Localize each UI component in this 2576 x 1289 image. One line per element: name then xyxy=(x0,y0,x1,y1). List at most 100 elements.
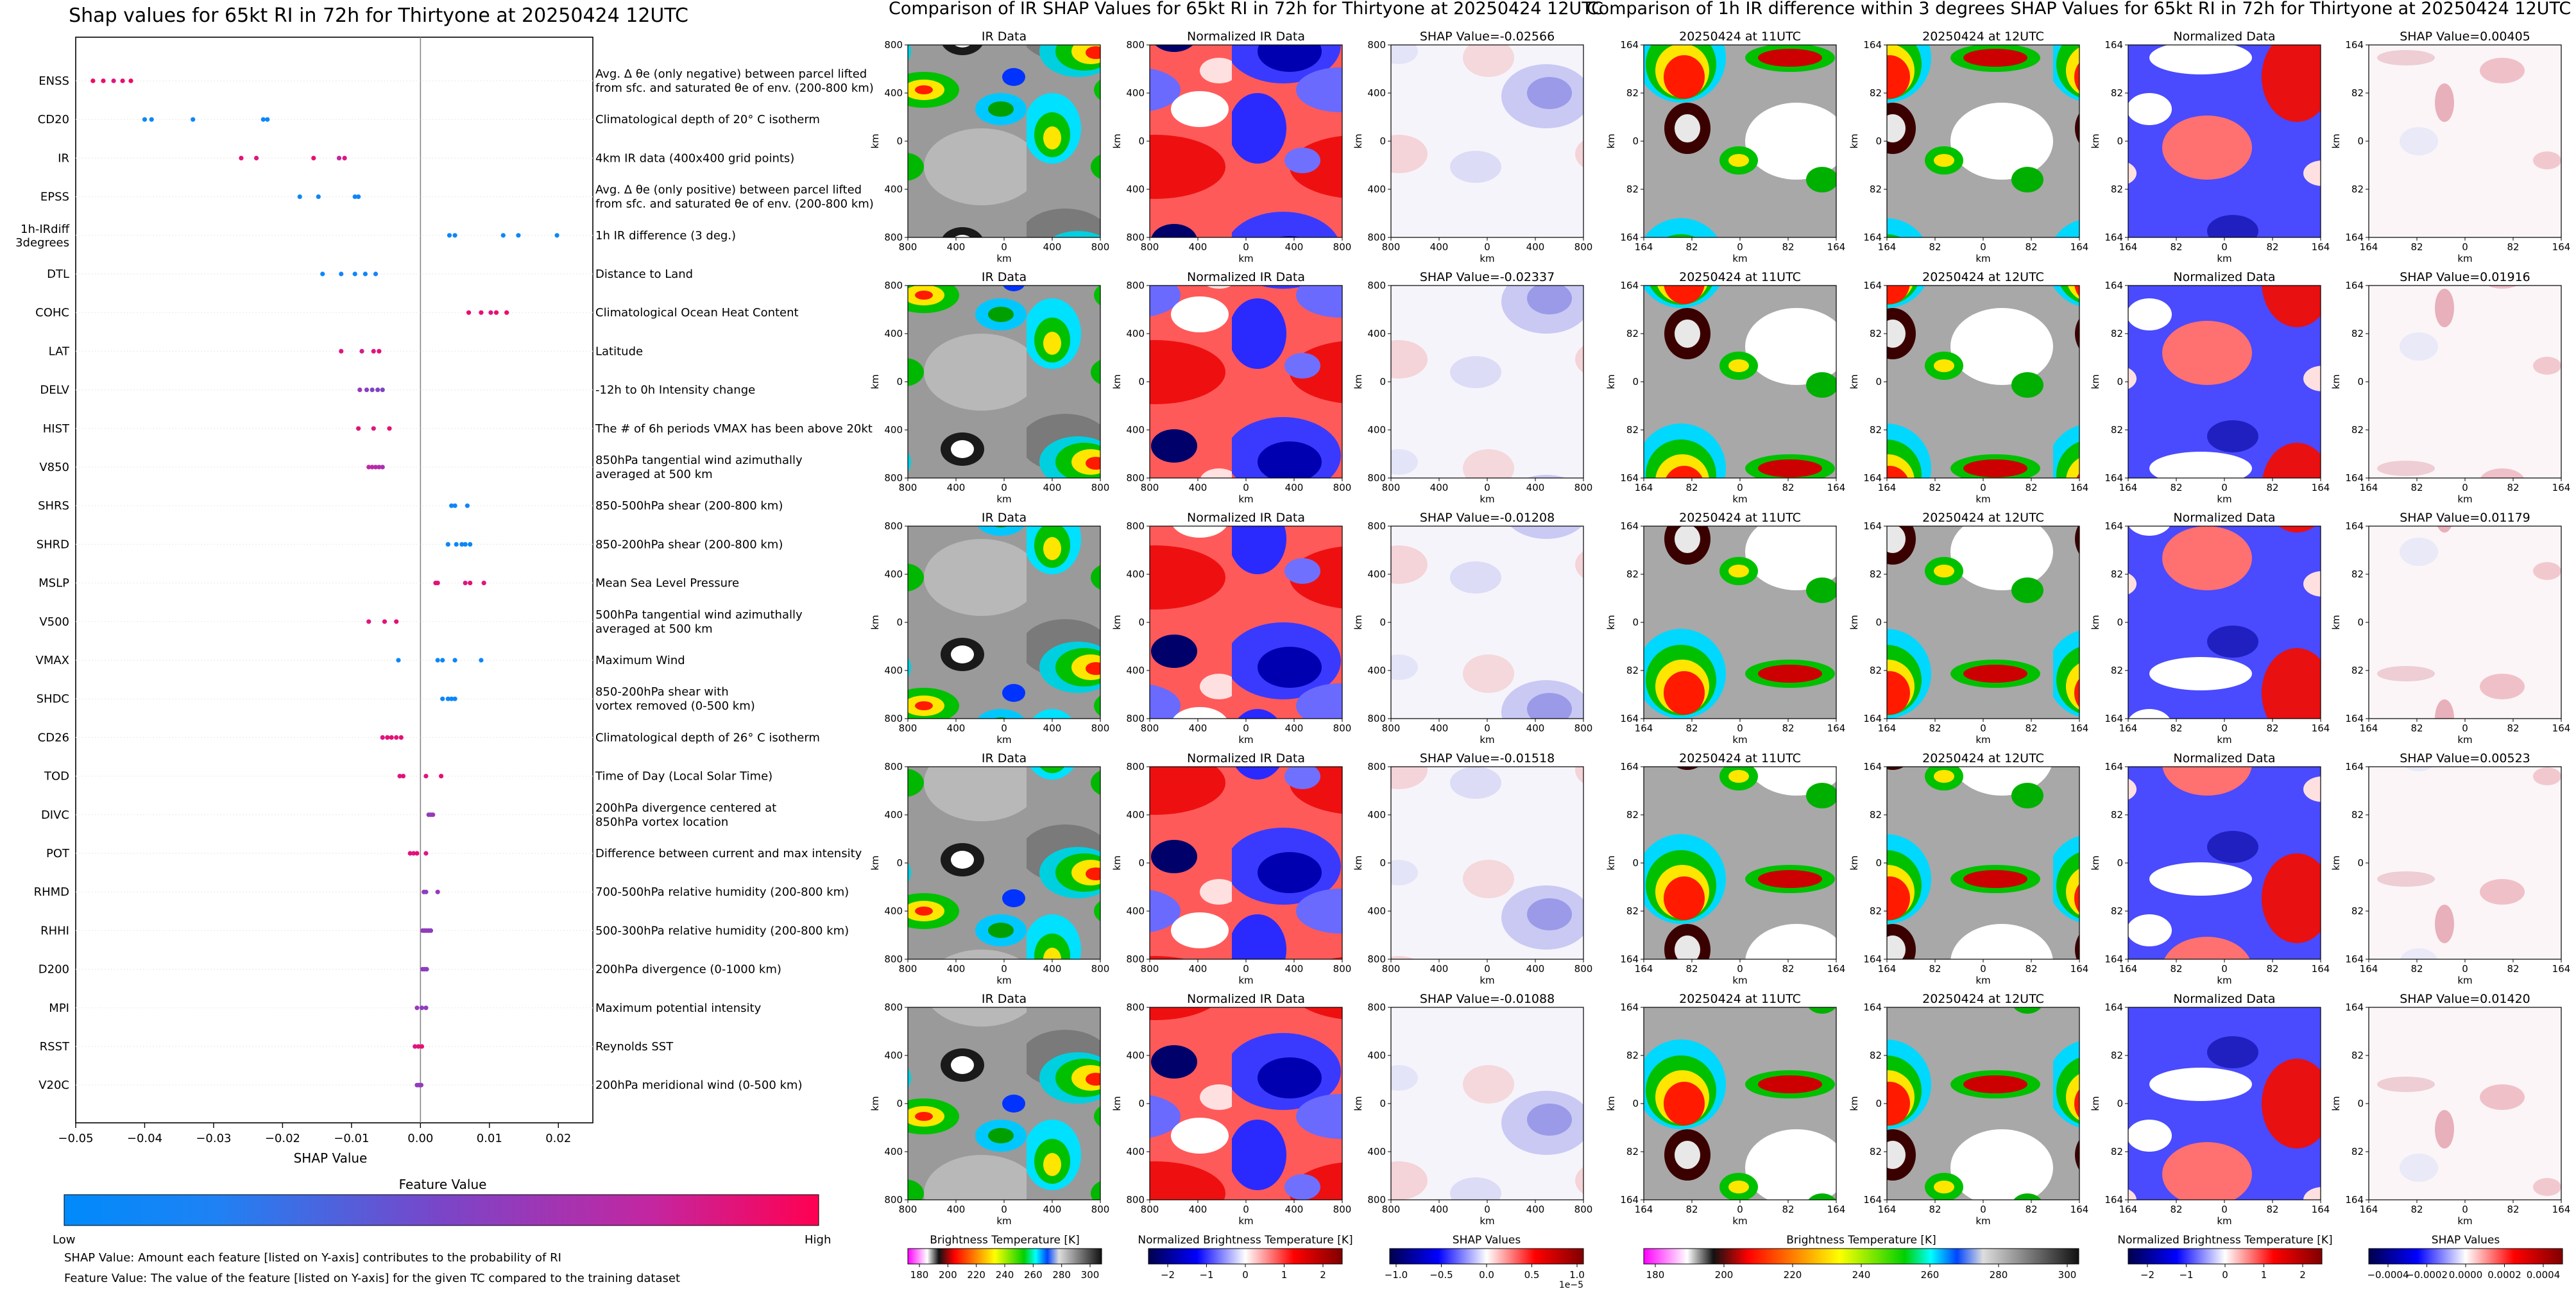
y-tick-label: 0 xyxy=(1138,857,1145,869)
ir-colorbars: Brightness Temperature [K] 180 200 220 240 26… xyxy=(907,1234,1585,1289)
shap-point xyxy=(459,542,465,547)
y-tick-label: 0 xyxy=(1632,857,1639,869)
y-tick-label: 82 xyxy=(2351,905,2364,917)
panel-title: 20250424 at 11UTC xyxy=(1679,30,1801,44)
feature-row: RHHI 500-300hPa relative humidity (200-80… xyxy=(40,924,849,937)
x-tick-label: 164 xyxy=(2119,722,2138,734)
x-tick-label: 0.00 xyxy=(407,1132,433,1145)
x-tick-label: 82 xyxy=(2266,241,2278,253)
y-tick-label: 0 xyxy=(1379,135,1386,147)
x-axis-label: km xyxy=(1238,975,1253,986)
x-axis-label: km xyxy=(2217,493,2231,505)
feature-row: LAT Latitude xyxy=(49,345,643,358)
x-tick-label: 400 xyxy=(1526,482,1545,493)
x-axis-label: km xyxy=(1480,493,1494,505)
x-tick-label: 164 xyxy=(1878,482,1897,493)
y-tick-label: 82 xyxy=(1870,809,1882,821)
feature-label: SHRD xyxy=(37,538,69,551)
x-axis-label: km xyxy=(1732,493,1747,505)
x-tick-label: 82 xyxy=(2170,482,2182,493)
x-tick-label: 164 xyxy=(1635,963,1653,975)
feature-row: VMAX Maximum Wind xyxy=(36,654,685,667)
x-tick-label: 164 xyxy=(2552,241,2571,253)
y-tick-label: 164 xyxy=(1863,761,1882,773)
y-tick-label: 800 xyxy=(1367,1002,1386,1013)
y-tick-label: 82 xyxy=(1626,809,1639,821)
colorbar-swatch xyxy=(2368,1248,2563,1265)
shap-point xyxy=(394,735,399,740)
shap-summary-chart: Shap values for 65kt RI in 72h for Thirt… xyxy=(15,4,874,1285)
y-tick-label: 400 xyxy=(1367,87,1386,99)
ir-difference-panel: SHAP Value=0.019161641648282008282164164… xyxy=(2330,270,2570,505)
panel-image xyxy=(908,1007,1100,1200)
x-axis-label: km xyxy=(2457,734,2472,746)
panel-title: 20250424 at 11UTC xyxy=(1679,751,1801,765)
shap-point xyxy=(357,388,363,393)
x-tick-label: 0 xyxy=(1737,241,1743,253)
shap-point xyxy=(364,388,370,393)
shap-point xyxy=(423,1005,429,1011)
shap-point xyxy=(373,271,379,277)
y-tick-label: 400 xyxy=(1367,568,1386,580)
x-tick-label: 800 xyxy=(1091,963,1110,975)
y-tick-label: 0 xyxy=(2117,1098,2123,1109)
y-tick-label: 400 xyxy=(1367,809,1386,821)
y-tick-label: 164 xyxy=(1620,953,1639,965)
y-tick-label: 0 xyxy=(2357,857,2364,869)
y-tick-label: 800 xyxy=(1126,953,1145,965)
colorbar-offset: 1e−5 xyxy=(1559,1280,1583,1289)
y-axis-label: km xyxy=(2330,374,2342,389)
shap-point xyxy=(370,465,375,470)
y-axis-label: km xyxy=(1605,615,1617,629)
y-tick-label: 164 xyxy=(2104,472,2123,484)
x-tick-label: 800 xyxy=(899,1204,917,1215)
y-tick-label: 82 xyxy=(1626,328,1639,339)
x-tick-label: 400 xyxy=(1043,963,1062,975)
x-tick-label: 164 xyxy=(2552,963,2571,975)
feature-description: Avg. Δ θe (only negative) between parcel… xyxy=(595,67,874,95)
x-tick-label: 0 xyxy=(1243,1204,1249,1215)
feature-label: LAT xyxy=(49,345,70,358)
shap-point xyxy=(445,696,450,701)
panel-image xyxy=(1887,45,2079,237)
x-axis-label: km xyxy=(1480,1215,1494,1227)
colorbar: SHAP Values −0.0004−0.0002 0.0000 0.0002 0.0… xyxy=(2367,1234,2563,1281)
x-axis-label: km xyxy=(1480,734,1494,746)
x-tick-label: 0 xyxy=(2221,722,2228,734)
x-tick-label: 800 xyxy=(1091,1204,1110,1215)
y-axis-label: km xyxy=(2090,374,2101,389)
feature-label: SHRS xyxy=(38,499,69,513)
shap-point xyxy=(419,1005,425,1011)
feature-description: 1h IR difference (3 deg.) xyxy=(595,229,736,243)
y-tick-label: 800 xyxy=(884,232,903,243)
y-tick-label: 800 xyxy=(1126,1002,1145,1013)
x-tick-label: 82 xyxy=(1929,241,1941,253)
y-tick-label: 400 xyxy=(1367,905,1386,917)
shap-point xyxy=(375,388,380,393)
shap-point xyxy=(363,271,368,277)
feature-row: CD26 Climatological depth of 26° C isothe… xyxy=(38,731,820,744)
y-tick-label: 164 xyxy=(1863,232,1882,243)
x-tick-label: 82 xyxy=(2410,1204,2423,1215)
shap-point xyxy=(128,78,133,83)
panel-image xyxy=(1150,526,1342,719)
shap-point xyxy=(479,658,484,663)
y-tick-label: 800 xyxy=(884,953,903,965)
panel-title: Normalized Data xyxy=(2173,30,2275,44)
x-tick-label: 82 xyxy=(1782,482,1794,493)
x-tick-label: 0 xyxy=(1001,482,1007,493)
shap-point xyxy=(435,581,440,586)
feature-row: 1h-IRdiff 3degrees 1h IR difference (3 deg… xyxy=(15,223,736,250)
panel-image xyxy=(908,767,1100,959)
feature-row: EPSS Avg. Δ θe (only positive) between pa… xyxy=(40,184,874,211)
panel-image xyxy=(2128,45,2321,237)
shap-point xyxy=(352,271,357,277)
x-tick-label: 0 xyxy=(1243,963,1249,975)
x-axis-label: km xyxy=(2217,1215,2231,1227)
ir-difference-panel: 20250424 at 12UTC1641648282008282164164k… xyxy=(1848,751,2088,986)
colorbar-tick-label: 220 xyxy=(1784,1269,1802,1281)
ir-difference-panel: 20250424 at 11UTC1641648282008282164164k… xyxy=(1605,270,1845,505)
y-tick-label: 800 xyxy=(1367,232,1386,243)
x-tick-label: 0.01 xyxy=(477,1132,502,1145)
ir-comparison-title: Comparison of IR SHAP Values for 65kt RI… xyxy=(889,0,1603,19)
